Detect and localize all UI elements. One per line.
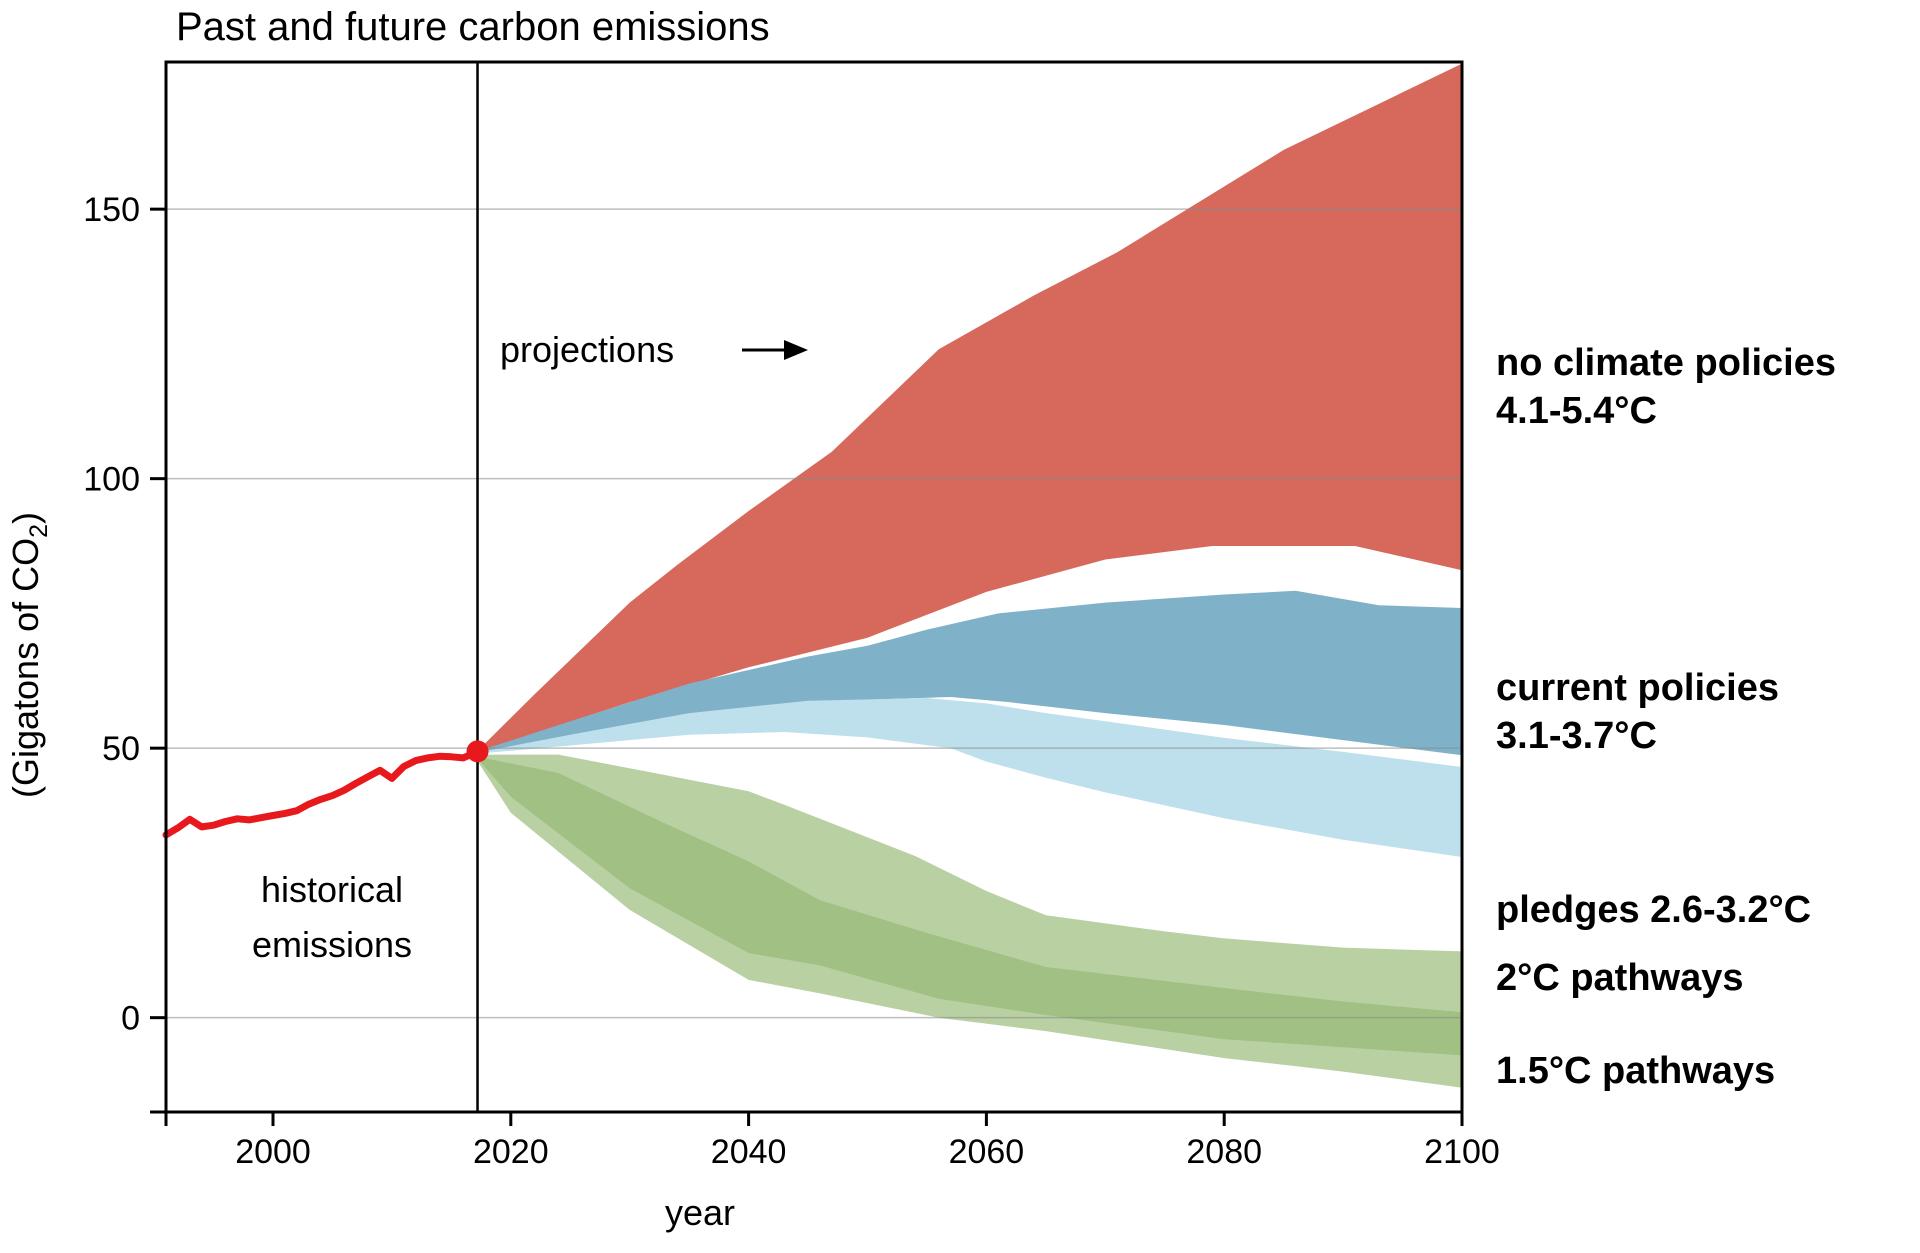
projections-arrow (742, 340, 808, 360)
axes-layer: 150 100 50 0 2000 2020 2040 2060 2080 2100 (83, 191, 1500, 1171)
x-tick-label-2060: 2060 (949, 1133, 1025, 1171)
label-current-policies-range: 3.1-3.7°C (1496, 715, 1657, 757)
x-tick-label-2040: 2040 (711, 1133, 787, 1171)
one-point-five-degree-pathways-band (477, 756, 1462, 1088)
plot-border (164, 60, 1464, 1114)
historical-emissions-line (162, 747, 481, 839)
projections-annotation: projections (500, 329, 674, 370)
chart-title: Past and future carbon emissions (176, 5, 770, 49)
x-tick-label-2100: 2100 (1424, 1133, 1500, 1171)
two-degree-pathways-band (477, 754, 1462, 1056)
y-tick-label-150: 150 (83, 191, 140, 229)
y-axis-label: (Gigatons of CO2) (5, 512, 53, 798)
historical-annotation-line1: historical (261, 869, 403, 910)
x-tick-label-2080: 2080 (1186, 1133, 1262, 1171)
historical-end-dot (466, 740, 489, 763)
y-tick-label-100: 100 (83, 461, 140, 499)
x-axis-label: year (665, 1192, 735, 1233)
y-tick-label-50: 50 (102, 730, 140, 768)
pledges-band (477, 698, 1462, 857)
historical-line-layer (162, 740, 489, 839)
historical-annotation-line2: emissions (252, 924, 412, 965)
label-one-point-five-degree-pathways: 1.5°C pathways (1496, 1050, 1775, 1092)
x-tick-label-2020: 2020 (473, 1133, 549, 1171)
label-pledges: pledges 2.6-3.2°C (1496, 889, 1811, 931)
scenario-bands-layer (477, 63, 1462, 1088)
gridlines-layer (166, 208, 1462, 1019)
x-tick-label-2000: 2000 (235, 1133, 311, 1171)
label-current-policies: current policies (1496, 667, 1779, 709)
y-tick-label-0: 0 (121, 1000, 140, 1038)
label-two-degree-pathways: 2°C pathways (1496, 957, 1744, 999)
no-climate-policies-band (477, 63, 1462, 752)
label-no-climate-policies-range: 4.1-5.4°C (1496, 390, 1657, 432)
label-no-climate-policies: no climate policies (1496, 342, 1836, 384)
